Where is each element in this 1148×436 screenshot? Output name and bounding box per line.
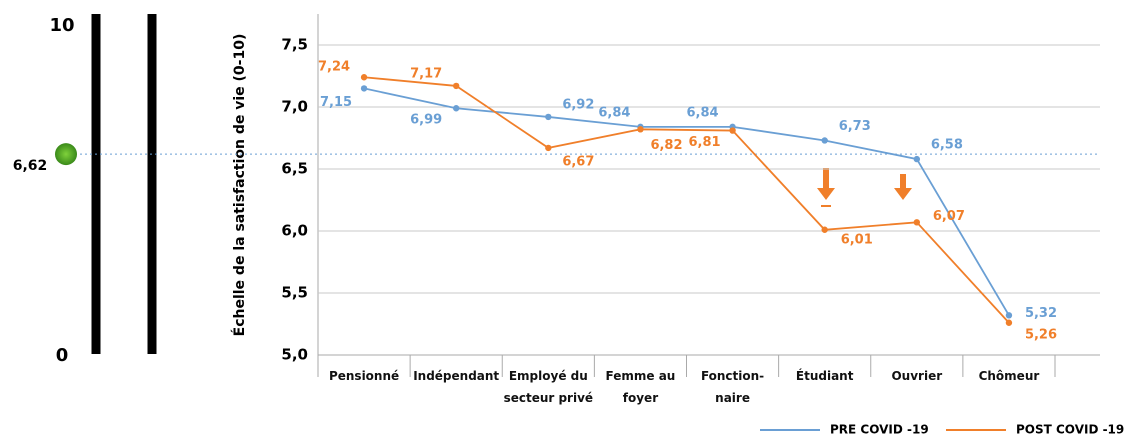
- point: [361, 74, 367, 80]
- legend-label: PRE COVID -19: [830, 423, 929, 436]
- x-tick-label: Employé du secteur privé: [498, 365, 598, 409]
- y-tick-label: 5,0: [281, 346, 308, 364]
- series-line: [364, 88, 1009, 315]
- data-label: 6,84: [686, 105, 718, 120]
- data-label: 6,58: [931, 138, 963, 153]
- x-tick-label: Femme au foyer: [590, 365, 690, 409]
- y-tick-label: 7,5: [281, 36, 308, 54]
- ladder: [96, 14, 152, 354]
- point: [637, 126, 643, 132]
- y-tick-label: 7,0: [281, 98, 308, 116]
- x-tick-label: Chômeur: [959, 365, 1059, 387]
- data-label: 6,67: [562, 154, 594, 169]
- point: [453, 105, 459, 111]
- arrow: [823, 168, 829, 190]
- point: [545, 114, 551, 120]
- arrows: [817, 168, 912, 207]
- x-tick-label: Pensionné: [314, 365, 414, 387]
- arrow: [894, 188, 912, 200]
- point: [453, 83, 459, 89]
- ladder-min: 0: [56, 345, 69, 366]
- y-tick-label: 6,0: [281, 222, 308, 240]
- reference-label: 6,62: [13, 158, 48, 174]
- x-tick-label: Indépendant: [406, 365, 506, 387]
- data-label: 7,17: [410, 66, 442, 81]
- point: [821, 227, 827, 233]
- data-label: 7,24: [318, 60, 350, 75]
- legend-label: POST COVID -19: [1016, 423, 1124, 436]
- arrow: [817, 188, 835, 200]
- point: [914, 219, 920, 225]
- data-label: 6,84: [598, 105, 630, 120]
- ladder-max: 10: [49, 15, 74, 36]
- x-tick-label: Ouvrier: [867, 365, 967, 387]
- point: [1006, 320, 1012, 326]
- x-tick-label: Fonction- naire: [683, 365, 783, 409]
- point: [729, 127, 735, 133]
- arrow: [821, 205, 831, 207]
- point: [821, 137, 827, 143]
- data-label: 6,07: [933, 209, 965, 224]
- data-label: 6,92: [562, 97, 594, 112]
- point: [545, 145, 551, 151]
- x-tick-label: Étudiant: [775, 365, 875, 387]
- data-label: 6,99: [410, 113, 442, 128]
- data-label: 5,26: [1025, 327, 1057, 342]
- data-label: 6,81: [688, 135, 720, 150]
- data-label: 5,32: [1025, 306, 1057, 321]
- data-label: 7,15: [320, 95, 352, 110]
- y-tick-label: 5,5: [281, 284, 308, 302]
- page: 10 0 Échelle de la satisfaction de vie (…: [0, 0, 1148, 436]
- point: [361, 85, 367, 91]
- point: [914, 156, 920, 162]
- reference-marker: [55, 143, 77, 165]
- data-label: 6,01: [841, 232, 873, 247]
- y-axis-title: Échelle de la satisfaction de vie (0-10): [231, 34, 248, 337]
- y-tick-label: 6,5: [281, 160, 308, 178]
- arrow: [900, 174, 906, 190]
- point: [1006, 312, 1012, 318]
- data-label: 6,82: [650, 138, 682, 153]
- data-label: 6,73: [839, 119, 871, 134]
